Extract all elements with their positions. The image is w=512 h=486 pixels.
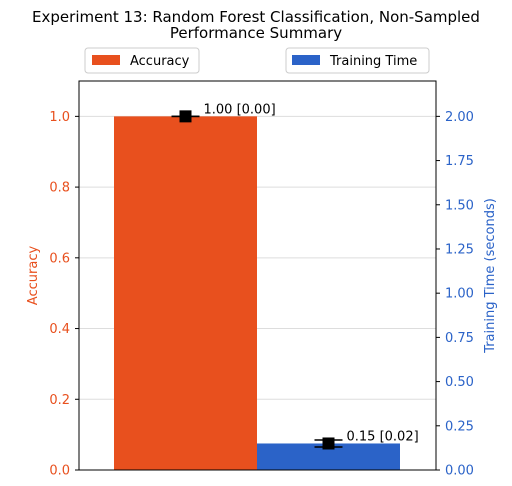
chart-title-line1: Experiment 13: Random Forest Classificat… <box>32 8 480 26</box>
legend-training-time-box <box>285 47 430 74</box>
left-axis-label: Accuracy <box>26 246 41 306</box>
right-axis-tick-label: 1.00 <box>445 287 474 302</box>
mean-marker-training-time <box>322 437 335 450</box>
bar-accuracy <box>114 116 257 470</box>
legend-training-time-label: Training Time <box>329 54 417 69</box>
left-axis-tick-label: 0.0 <box>49 464 70 479</box>
left-axis-tick-label: 0.2 <box>49 393 70 408</box>
right-axis-tick-label: 1.25 <box>445 242 474 257</box>
bars <box>114 116 400 470</box>
right-axis-tick-label: 0.00 <box>445 464 474 479</box>
legend-accuracy-label: Accuracy <box>130 54 190 69</box>
chart-title-line2: Performance Summary <box>170 24 342 42</box>
legend-accuracy-box <box>84 47 200 74</box>
left-axis-ticks: 0.0 0.2 0.4 0.6 0.8 1.0 <box>49 110 79 479</box>
right-axis-tick-label: 0.75 <box>445 331 474 346</box>
mean-marker-accuracy <box>179 110 192 123</box>
plot-frame <box>78 80 437 471</box>
right-axis-tick-label: 0.50 <box>445 375 474 390</box>
legend-training-time-swatch <box>292 55 320 65</box>
right-axis-ticks: 0.00 0.25 0.50 0.75 1.00 1.25 1.50 1.75 2.00 <box>436 110 474 479</box>
data-label-accuracy: 1.00 [0.00] <box>204 102 276 117</box>
right-axis-tick-label: 1.75 <box>445 154 474 169</box>
left-axis-tick-label: 0.4 <box>49 322 70 337</box>
left-axis-tick-label: 1.0 <box>49 110 70 125</box>
legend-accuracy-swatch <box>92 55 120 65</box>
right-axis-tick-label: 0.25 <box>445 419 474 434</box>
legend-training-time: Training Time <box>285 47 430 74</box>
error-bars <box>171 110 343 450</box>
data-label-training-time: 0.15 [0.02] <box>347 429 419 444</box>
left-axis-tick-label: 0.8 <box>49 181 70 196</box>
right-axis-tick-label: 1.50 <box>445 198 474 213</box>
legend-accuracy: Accuracy <box>84 47 200 74</box>
data-labels: 1.00 [0.00] 0.15 [0.02] <box>204 102 419 444</box>
right-axis-tick-label: 2.00 <box>445 110 474 125</box>
left-axis-tick-label: 0.6 <box>49 251 70 266</box>
right-axis-label: Training Time (seconds) <box>483 198 498 354</box>
